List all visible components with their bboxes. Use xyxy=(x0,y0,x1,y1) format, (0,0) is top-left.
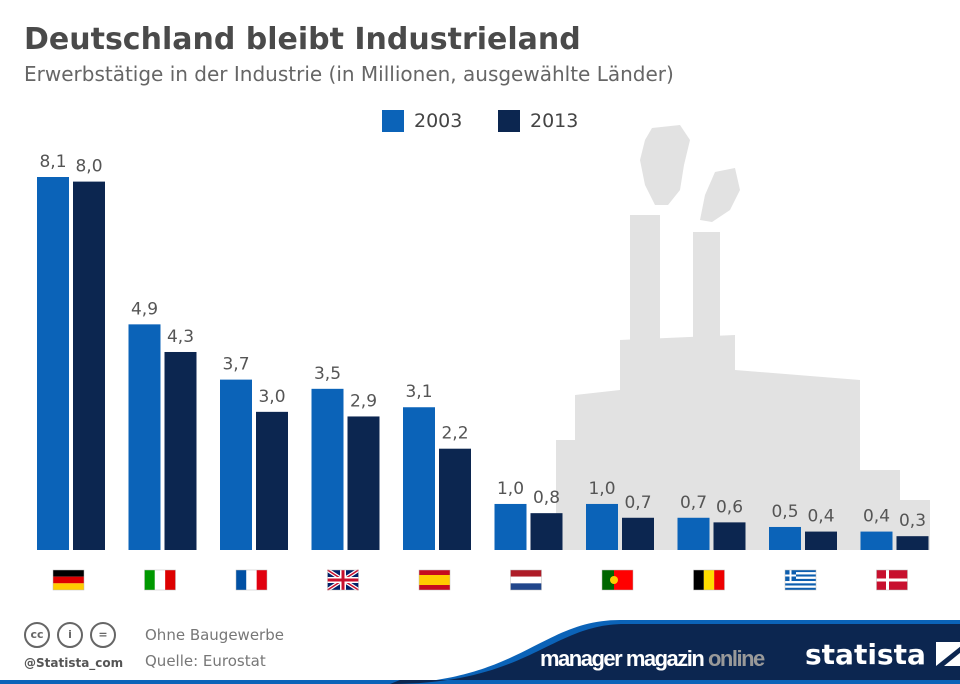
manager-magazin-logo: manager magazin online xyxy=(540,646,765,672)
data-label: 1,0 xyxy=(588,479,615,499)
bar-2003-Netherlands xyxy=(494,503,527,550)
legend-swatch xyxy=(498,110,520,132)
bar-2003-Greece xyxy=(769,526,801,550)
flag-denmark-icon xyxy=(876,569,908,591)
bar-2013-Greece xyxy=(805,531,837,550)
bar-2003-United Kingdom xyxy=(311,388,344,550)
data-label: 4,3 xyxy=(167,327,194,347)
bar-chart: 8,1 8,0 4,9 4,3 3,7 3,0 3,5 2,9 3,1 2,2 1,0 0,8 1,0 0… xyxy=(37,125,930,592)
bar-2013-Italy xyxy=(164,351,197,550)
data-label: 3,0 xyxy=(258,387,285,407)
flag-belgium-icon xyxy=(693,569,725,591)
cc-icon: cc xyxy=(24,622,50,648)
data-label: 0,4 xyxy=(807,507,834,527)
flag-greece-icon xyxy=(784,569,817,591)
chart-title: Deutschland bleibt Industrieland xyxy=(24,22,581,57)
flag-france-icon xyxy=(235,569,268,591)
source: Quelle: Eurostat xyxy=(145,652,266,670)
data-label: 4,9 xyxy=(131,299,158,319)
bar-2013-United Kingdom xyxy=(347,416,380,550)
flag-germany-icon xyxy=(52,569,85,591)
bar-2013-Denmark xyxy=(896,536,929,550)
data-label: 0,4 xyxy=(863,507,890,527)
no-derivatives-icon: = xyxy=(90,622,116,648)
data-label: 0,7 xyxy=(680,493,707,513)
footer-band xyxy=(0,620,960,684)
data-label: 2,2 xyxy=(441,424,468,444)
statista-mark-icon xyxy=(935,642,960,666)
bar-2003-Portugal xyxy=(586,503,618,550)
data-label: 0,5 xyxy=(771,502,798,522)
bar-2003-Spain xyxy=(403,407,435,550)
data-label: 3,7 xyxy=(222,355,249,375)
chart-subtitle: Erwerbstätige in der Industrie (in Milli… xyxy=(24,62,674,86)
statista-logo: statista xyxy=(805,638,960,671)
flag-united-kingdom-icon xyxy=(326,568,360,592)
legend-label: 2013 xyxy=(530,110,579,132)
bar-2003-Italy xyxy=(128,324,161,550)
logo-text: manager magazin xyxy=(540,646,705,671)
flag-italy-icon xyxy=(144,569,176,591)
twitter-handle[interactable]: @Statista_com xyxy=(24,656,124,670)
data-label: 0,3 xyxy=(899,511,926,531)
data-label: 0,7 xyxy=(624,493,651,513)
bar-2003-France xyxy=(220,379,252,550)
factory-illustration xyxy=(556,125,930,550)
attribution-icon: i xyxy=(57,622,83,648)
bar-2013-Netherlands xyxy=(530,513,563,550)
bar-2003-Denmark xyxy=(860,531,893,550)
bar-2013-France xyxy=(256,411,288,550)
bar-2013-Germany xyxy=(73,181,105,551)
logo-text-online: online xyxy=(707,646,765,671)
bar-2013-Portugal xyxy=(622,517,654,550)
data-label: 8,1 xyxy=(39,152,66,172)
data-label: 8,0 xyxy=(75,157,102,177)
legend-label: 2003 xyxy=(414,110,463,132)
bar-2003-Belgium xyxy=(677,517,710,550)
data-label: 2,9 xyxy=(350,391,377,411)
data-label: 3,5 xyxy=(314,364,341,384)
data-label: 0,8 xyxy=(533,488,560,508)
logo-text: statista xyxy=(805,638,926,671)
legend-item-2003: 2003 xyxy=(382,110,462,132)
data-label: 1,0 xyxy=(497,479,524,499)
bar-2013-Belgium xyxy=(713,522,746,550)
flag-netherlands-icon xyxy=(510,569,542,591)
bar-2003-Germany xyxy=(37,177,69,550)
legend-swatch xyxy=(382,110,404,132)
data-label: 3,1 xyxy=(405,382,432,402)
bar-2013-Spain xyxy=(439,448,471,550)
legend-item-2013: 2013 xyxy=(498,110,578,132)
flag-spain-icon xyxy=(418,569,451,591)
data-label: 0,6 xyxy=(716,497,743,517)
flag-portugal-icon xyxy=(601,569,634,591)
footnote: Ohne Baugewerbe xyxy=(145,626,284,644)
